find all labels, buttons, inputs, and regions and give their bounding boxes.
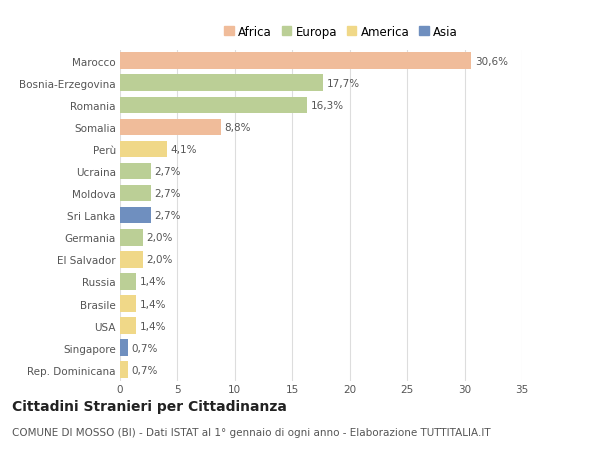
Bar [120, 230, 143, 246]
Text: 1,4%: 1,4% [140, 299, 166, 309]
Text: 2,0%: 2,0% [146, 255, 173, 265]
Text: 1,4%: 1,4% [140, 321, 166, 331]
Bar [120, 75, 323, 92]
Text: 2,7%: 2,7% [154, 189, 181, 199]
Text: 0,7%: 0,7% [131, 343, 158, 353]
Bar [120, 97, 307, 114]
Legend: Africa, Europa, America, Asia: Africa, Europa, America, Asia [222, 23, 460, 41]
Bar [120, 207, 151, 224]
Text: 2,7%: 2,7% [154, 167, 181, 177]
Text: 2,7%: 2,7% [154, 211, 181, 221]
Bar [120, 119, 221, 136]
Bar [120, 362, 128, 378]
Text: 1,4%: 1,4% [140, 277, 166, 287]
Bar [120, 252, 143, 268]
Text: 4,1%: 4,1% [170, 145, 197, 155]
Text: 0,7%: 0,7% [131, 365, 158, 375]
Text: 17,7%: 17,7% [327, 78, 360, 89]
Bar [120, 274, 136, 290]
Text: 2,0%: 2,0% [146, 233, 173, 243]
Text: 16,3%: 16,3% [311, 101, 344, 111]
Bar [120, 185, 151, 202]
Text: 30,6%: 30,6% [475, 56, 508, 67]
Bar [120, 318, 136, 334]
Text: 8,8%: 8,8% [224, 123, 251, 133]
Bar [120, 163, 151, 180]
Bar [120, 53, 472, 70]
Bar [120, 141, 167, 158]
Bar [120, 340, 128, 356]
Bar [120, 296, 136, 312]
Text: COMUNE DI MOSSO (BI) - Dati ISTAT al 1° gennaio di ogni anno - Elaborazione TUTT: COMUNE DI MOSSO (BI) - Dati ISTAT al 1° … [12, 427, 491, 437]
Text: Cittadini Stranieri per Cittadinanza: Cittadini Stranieri per Cittadinanza [12, 399, 287, 413]
